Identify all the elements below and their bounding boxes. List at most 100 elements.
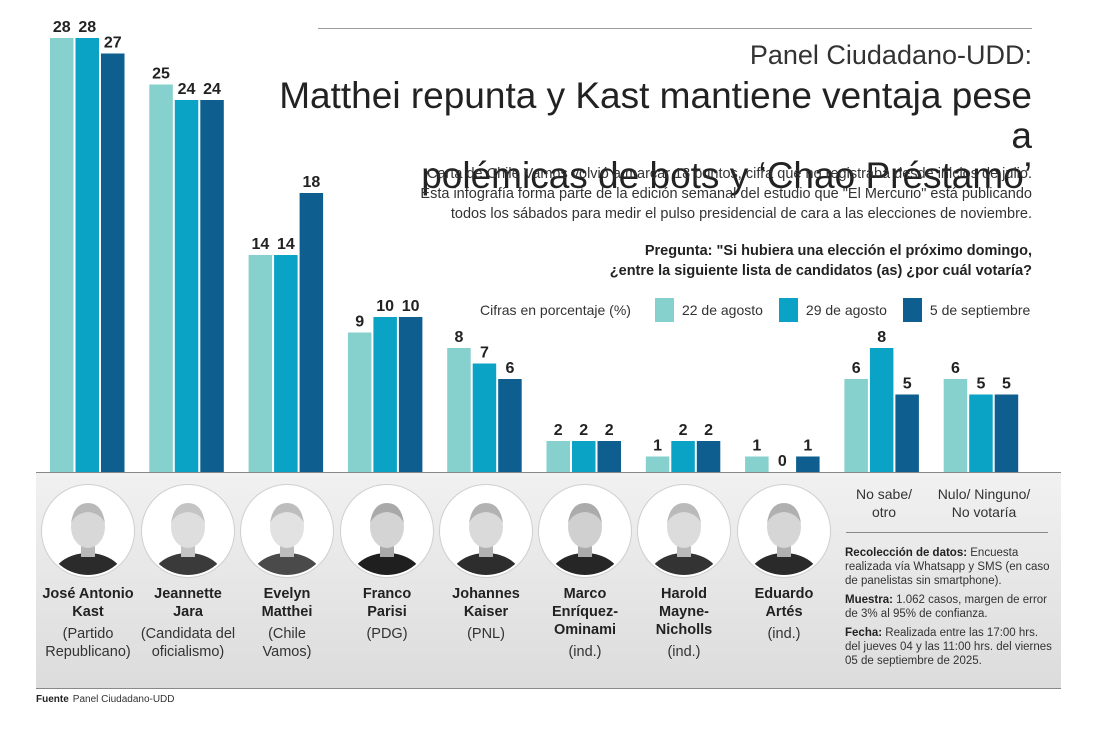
bar-no-sabe-otro-22-de-agosto — [844, 379, 868, 472]
data-label-jeannette-jara-5-de-septiembre: 24 — [203, 81, 221, 98]
data-label-jeannette-jara-29-de-agosto: 24 — [178, 81, 196, 98]
candidate-artes: Eduardo Artés (ind.) — [734, 485, 834, 643]
legend-item-22-agosto: 22 de agosto — [654, 298, 763, 322]
source-text: Panel Ciudadano-UDD — [72, 694, 175, 705]
source-label: Fuente — [36, 694, 69, 705]
data-label-evelyn-matthei-5-de-septiembre: 18 — [302, 174, 320, 191]
party-line: (ind.) — [667, 644, 701, 660]
kicker: Panel Ciudadano-UDD: — [749, 40, 1032, 70]
bar-marco-enriquez-ominami-5-de-septiembre — [597, 441, 621, 472]
candidate-matthei: Evelyn Matthei (Chile Vamos) — [237, 485, 337, 661]
name-line: Eduardo — [754, 586, 814, 602]
candidate-name: Evelyn Matthei — [237, 585, 337, 621]
method-recoleccion: Recolección de datos: Encuesta realizada… — [845, 546, 1055, 588]
legend-item-5-septiembre: 5 de septiembre — [902, 298, 1030, 322]
name-line: Kast — [72, 604, 104, 620]
method-text: 1.062 casos, margen de error de 3% al 95… — [845, 594, 1047, 620]
candidate-photo-kast — [42, 485, 134, 577]
source-line: Fuente Panel Ciudadano-UDD — [36, 694, 175, 705]
candidate-party: (ind.) — [535, 643, 635, 661]
data-label-marco-enriquez-ominami-22-de-agosto: 2 — [554, 422, 563, 439]
name-line: Evelyn — [263, 586, 311, 602]
question-line-1: Pregunta: "Si hubiera una elección el pr… — [644, 243, 1032, 259]
candidate-parisi: Franco Parisi (PDG) — [337, 485, 437, 643]
candidate-party: (Chile Vamos) — [237, 625, 337, 661]
bar-franco-parisi-22-de-agosto — [347, 332, 372, 472]
candidate-party: (PDG) — [337, 625, 437, 643]
question-line-2: ¿entre la siguiente lista de candidatos … — [609, 263, 1032, 279]
data-label-johannes-kaiser-22-de-agosto: 8 — [454, 329, 463, 346]
bar-jeannette-jara-22-de-agosto — [149, 84, 173, 472]
bar-johannes-kaiser-22-de-agosto — [447, 348, 471, 472]
bar-marco-enriquez-ominami-22-de-agosto — [546, 441, 570, 472]
label-line: otro — [871, 504, 897, 520]
bar-harold-mayne-nicholls-22-de-agosto — [645, 456, 670, 472]
candidate-name: Franco Parisi — [337, 585, 437, 621]
name-line: Mayne- — [659, 604, 709, 620]
data-label-eduardo-artes-29-de-agosto: 0 — [778, 453, 787, 470]
legend-item-29-agosto: 29 de agosto — [778, 298, 887, 322]
bar-jose-antonio-kast-29-de-agosto — [75, 38, 99, 472]
data-label-harold-mayne-nicholls-29-de-agosto: 2 — [679, 422, 688, 439]
label-line: No sabe/ — [855, 486, 913, 502]
party-line: Vamos) — [262, 644, 312, 660]
data-label-franco-parisi-29-de-agosto: 10 — [376, 298, 394, 315]
candidate-name: José Antonio Kast — [38, 585, 138, 621]
method-fecha: Fecha: Realizada entre las 17:00 hrs. de… — [845, 626, 1055, 668]
name-line: Artés — [765, 604, 803, 620]
party-line: (PDG) — [366, 626, 408, 642]
legend-swatch — [654, 298, 674, 322]
label-line: No votaría — [951, 504, 1017, 520]
method-label: Muestra: — [845, 594, 893, 606]
bar-harold-mayne-nicholls-5-de-septiembre — [696, 441, 721, 472]
category-label-nulo: Nulo/ Ninguno/ No votaría — [929, 485, 1039, 521]
chart-baseline — [36, 472, 1061, 473]
candidate-photo-mayne-nicholls — [638, 485, 730, 577]
legend-label: 22 de agosto — [681, 302, 763, 318]
portrait-placeholder-icon — [351, 503, 423, 575]
intro-line-1: Carta de Chile Vamos volvió a marcar 18 … — [426, 166, 1032, 182]
bar-franco-parisi-5-de-septiembre — [398, 317, 423, 472]
top-rule — [318, 28, 1032, 29]
name-line: Harold — [661, 586, 707, 602]
bar-harold-mayne-nicholls-29-de-agosto — [671, 441, 695, 472]
data-label-jose-antonio-kast-22-de-agosto: 28 — [53, 19, 71, 36]
data-label-johannes-kaiser-29-de-agosto: 7 — [480, 345, 489, 362]
bar-nulo-ninguno-no-votaria-22-de-agosto — [943, 379, 968, 472]
bottom-rule — [36, 688, 1061, 689]
method-label: Recolección de datos: — [845, 547, 968, 559]
data-label-franco-parisi-5-de-septiembre: 10 — [402, 298, 420, 315]
party-line: (Chile — [268, 626, 306, 642]
survey-question: Pregunta: "Si hubiera una elección el pr… — [512, 241, 1032, 281]
candidate-photo-enriquez-ominami — [539, 485, 631, 577]
name-line: Enríquez- — [551, 604, 619, 620]
intro-line-3: todos los sábados para medir el pulso pr… — [450, 206, 1032, 222]
candidate-photo-jara — [142, 485, 234, 577]
portrait-placeholder-icon — [549, 503, 621, 575]
headline-line-2: polémicas de bots y ‘Chao Préstamo’ — [421, 155, 1032, 196]
data-label-johannes-kaiser-5-de-septiembre: 6 — [505, 360, 514, 377]
data-label-jose-antonio-kast-5-de-septiembre: 27 — [104, 35, 122, 52]
bar-eduardo-artes-22-de-agosto — [745, 456, 769, 472]
data-label-eduardo-artes-5-de-septiembre: 1 — [803, 438, 812, 455]
party-line: (ind.) — [568, 644, 602, 660]
portrait-placeholder-icon — [152, 503, 224, 575]
method-label: Fecha: — [845, 627, 883, 639]
intro-line-2: Esta infografía forma parte de la edició… — [420, 186, 1032, 202]
candidate-name: Harold Mayne- Nicholls — [634, 585, 734, 639]
candidate-name: Eduardo Artés — [734, 585, 834, 621]
data-label-nulo-ninguno-no-votaria-29-de-agosto: 5 — [976, 376, 985, 393]
category-label-no-sabe: No sabe/ otro — [829, 485, 939, 521]
party-line: (PNL) — [467, 626, 505, 642]
candidate-jara: Jeannette Jara (Candidata del oficialismo) — [138, 485, 238, 661]
data-label-no-sabe-otro-22-de-agosto: 6 — [852, 360, 861, 377]
candidate-photo-kaiser — [440, 485, 532, 577]
bar-jeannette-jara-29-de-agosto — [174, 100, 199, 472]
portrait-placeholder-icon — [52, 503, 124, 575]
portrait-placeholder-icon — [450, 503, 522, 575]
name-line: Johannes — [452, 586, 520, 602]
bar-evelyn-matthei-5-de-septiembre — [299, 193, 324, 472]
candidate-name: Johannes Kaiser — [436, 585, 536, 621]
bar-nulo-ninguno-no-votaria-5-de-septiembre — [994, 394, 1019, 472]
